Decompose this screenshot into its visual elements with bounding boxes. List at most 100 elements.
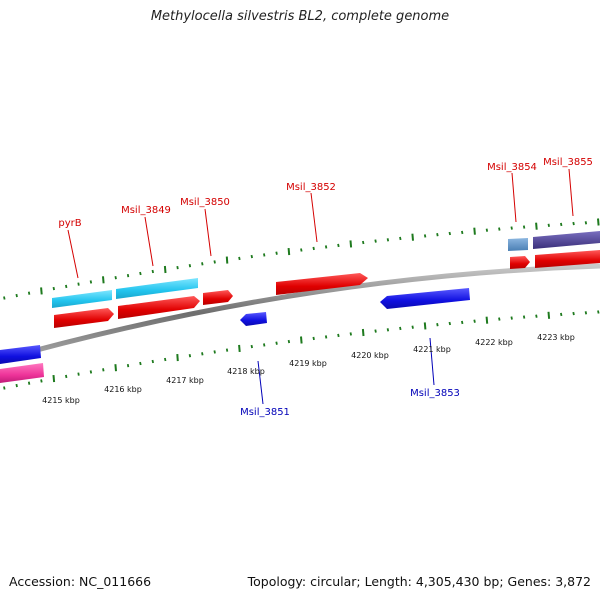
topology-summary-text: Topology: circular; Length: 4,305,430 bp… bbox=[247, 574, 591, 589]
outer-tick-track bbox=[3, 218, 600, 300]
inner-track-minor-tick bbox=[436, 323, 439, 327]
outer-track-minor-tick bbox=[126, 273, 130, 278]
outer-track-minor-tick bbox=[238, 256, 241, 261]
outer-track-minor-tick bbox=[250, 254, 253, 259]
inner-track-minor-tick bbox=[126, 363, 130, 368]
feature-pyrB-gene[interactable] bbox=[52, 290, 112, 308]
inner-track-minor-tick bbox=[15, 383, 18, 388]
inner-track-minor-tick bbox=[560, 312, 563, 317]
outer-track-minor-tick bbox=[436, 233, 439, 237]
feature-pyrB-cds[interactable] bbox=[54, 308, 114, 328]
inner-track-minor-tick bbox=[27, 381, 31, 385]
feature-Msil_3851-cds[interactable] bbox=[240, 312, 267, 326]
outer-track-minor-tick bbox=[324, 245, 328, 249]
outer-track-major-tick bbox=[40, 287, 43, 295]
kbp-label-4218: 4218 kbp bbox=[227, 367, 265, 376]
inner-track-major-tick bbox=[361, 328, 365, 337]
kbp-label-4215: 4215 kbp bbox=[42, 396, 80, 405]
outer-track-minor-tick bbox=[27, 291, 31, 295]
outer-track-minor-tick bbox=[485, 228, 489, 232]
outer-track-minor-tick bbox=[275, 251, 278, 255]
inner-track-minor-tick bbox=[312, 336, 315, 341]
label-Msil_3849: Msil_3849 bbox=[121, 205, 171, 216]
inner-track-minor-tick bbox=[40, 379, 43, 383]
inner-track-minor-tick bbox=[448, 321, 451, 326]
outer-track-major-tick bbox=[597, 218, 600, 226]
feature-left-reverse-cds[interactable] bbox=[0, 345, 41, 364]
leader-Msil_3852 bbox=[310, 192, 318, 243]
leader-Msil_3850 bbox=[204, 208, 212, 257]
inner-track-minor-tick bbox=[263, 343, 266, 347]
outer-track-minor-tick bbox=[15, 293, 18, 298]
feature-Msil_3855-cds[interactable] bbox=[535, 250, 600, 268]
outer-track-minor-tick bbox=[65, 284, 68, 289]
feature-Msil_3854-cds[interactable] bbox=[510, 256, 530, 269]
kbp-label-4217: 4217 kbp bbox=[166, 376, 204, 385]
outer-track-minor-tick bbox=[510, 226, 513, 230]
inner-track-minor-tick bbox=[151, 359, 154, 364]
label-Msil_3850: Msil_3850 bbox=[180, 197, 230, 208]
feature-Msil_3849-gene[interactable] bbox=[116, 278, 198, 299]
inner-track-minor-tick bbox=[411, 325, 414, 329]
feature-Msil_3850-cds[interactable] bbox=[203, 290, 233, 305]
feature-Msil_3849-cds[interactable] bbox=[118, 296, 200, 319]
inner-track-minor-tick bbox=[461, 320, 464, 325]
inner-track-minor-tick bbox=[3, 386, 6, 390]
inner-track-major-tick bbox=[423, 322, 427, 330]
outer-track-minor-tick bbox=[399, 236, 402, 241]
outer-track-minor-tick bbox=[52, 286, 55, 291]
feature-left-reverse-gene[interactable] bbox=[0, 363, 44, 383]
inner-track-minor-tick bbox=[386, 328, 390, 332]
inner-track-minor-tick bbox=[89, 370, 93, 374]
outer-track-minor-tick bbox=[448, 231, 451, 236]
inner-track-minor-tick bbox=[535, 314, 538, 318]
inner-track-minor-tick bbox=[77, 372, 80, 376]
outer-track-major-tick bbox=[473, 227, 476, 235]
inner-track-minor-tick bbox=[275, 341, 278, 345]
label-Msil_3853: Msil_3853 bbox=[410, 388, 460, 399]
outer-track-minor-tick bbox=[300, 248, 303, 252]
label-pyrB: pyrB bbox=[58, 218, 81, 229]
accession-text: Accession: NC_011666 bbox=[9, 574, 152, 589]
outer-track-major-tick bbox=[102, 276, 105, 284]
inner-track-major-tick bbox=[300, 336, 303, 344]
outer-track-minor-tick bbox=[139, 271, 142, 276]
feature-Msil_3852-cds[interactable] bbox=[276, 273, 368, 295]
feature-Msil_3855-gene[interactable] bbox=[533, 231, 600, 249]
genome-backbone bbox=[0, 263, 600, 363]
inner-track-minor-tick bbox=[349, 332, 352, 336]
inner-track-minor-tick bbox=[337, 333, 340, 338]
leader-Msil_3849 bbox=[144, 216, 154, 267]
inner-track-minor-tick bbox=[324, 335, 328, 339]
outer-track-minor-tick bbox=[374, 239, 377, 243]
outer-track-minor-tick bbox=[213, 260, 216, 264]
kbp-label-4223: 4223 kbp bbox=[537, 333, 575, 342]
inner-track-minor-tick bbox=[65, 374, 68, 379]
outer-track-minor-tick bbox=[498, 227, 501, 231]
outer-track-minor-tick bbox=[176, 265, 179, 270]
inner-track-minor-tick bbox=[473, 319, 476, 323]
inner-track-minor-tick bbox=[510, 316, 513, 320]
inner-track-major-tick bbox=[176, 354, 179, 362]
outer-track-minor-tick bbox=[151, 269, 154, 274]
kbp-label-4222: 4222 kbp bbox=[475, 338, 513, 347]
outer-track-minor-tick bbox=[114, 276, 117, 280]
inner-track-minor-tick bbox=[374, 329, 377, 333]
outer-track-major-tick bbox=[163, 265, 167, 274]
outer-track-minor-tick bbox=[461, 230, 464, 235]
label-Msil_3852: Msil_3852 bbox=[286, 182, 336, 193]
outer-track-minor-tick bbox=[3, 296, 6, 300]
outer-track-minor-tick bbox=[584, 221, 588, 225]
outer-track-minor-tick bbox=[386, 238, 390, 242]
outer-track-minor-tick bbox=[188, 264, 192, 268]
feature-Msil_3854-gene[interactable] bbox=[508, 238, 528, 251]
inner-track-minor-tick bbox=[572, 311, 575, 316]
outer-track-minor-tick bbox=[337, 243, 340, 248]
outer-track-major-tick bbox=[287, 248, 291, 256]
feature-Msil_3853-cds[interactable] bbox=[380, 288, 470, 309]
kbp-label-4216: 4216 kbp bbox=[104, 385, 142, 394]
label-Msil_3855: Msil_3855 bbox=[543, 157, 593, 168]
inner-track-major-tick bbox=[238, 344, 241, 352]
inner-track-minor-tick bbox=[287, 339, 291, 344]
